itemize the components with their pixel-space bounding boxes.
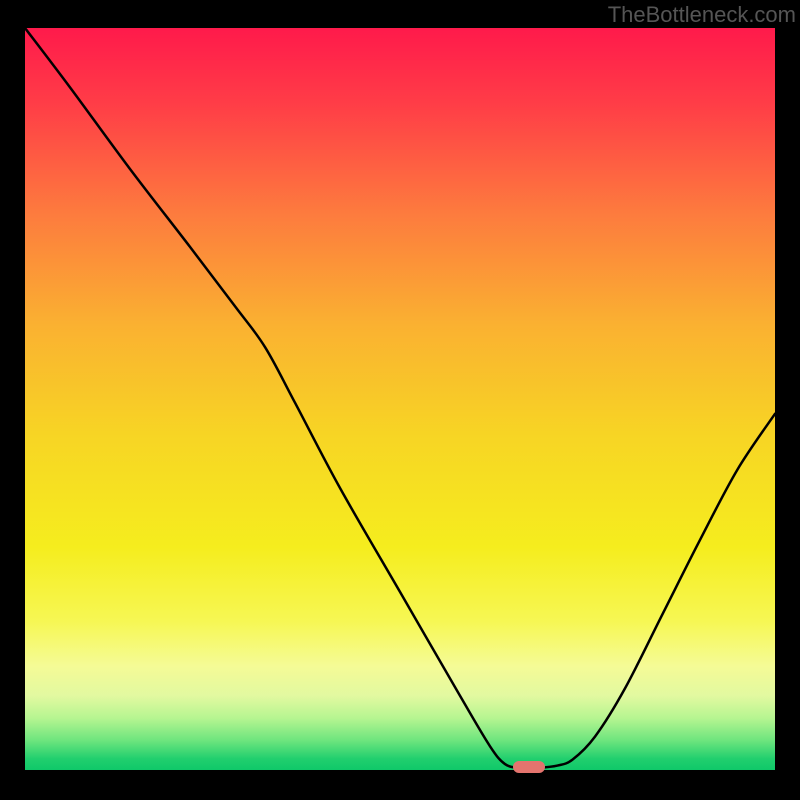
bottleneck-curve <box>25 28 775 770</box>
watermark-text: TheBottleneck.com <box>608 2 796 28</box>
chart-plot-area <box>25 28 775 770</box>
optimal-marker <box>513 761 545 773</box>
